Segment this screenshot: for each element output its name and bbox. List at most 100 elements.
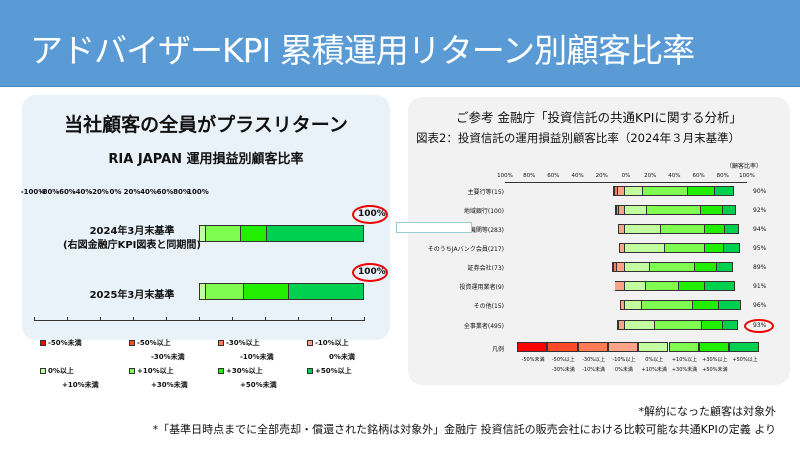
legend-text: +50%以上 [315,367,352,375]
legend-item: -50%未満 [517,355,549,365]
legend-swatch [129,340,135,346]
legend-item: +10%以上 +30%未満 [669,355,701,375]
legend-item: +30%以上 +50%未満 [699,355,731,375]
axis-tick [364,317,365,321]
x-tick-label: 40% [140,188,157,196]
legend-text: -50%未満 [48,339,82,347]
bar-segment-7 [716,262,733,272]
legend-text: -10%未満 [240,353,274,361]
legend-swatch [668,342,699,352]
category-label: 主要行等(15) [467,189,504,196]
legend-item: +50%以上 [307,364,352,378]
bar-segment-6 [692,300,720,310]
legend-item: -10%以上 0%未満 [608,355,640,375]
x-tick-label: 100% [497,173,513,179]
bar-segment-4 [199,225,207,242]
legend-text: +50%以上 [732,357,758,363]
bar-segment-3 [618,320,625,330]
legend-text: -50%以上 [551,357,575,363]
axis-tick [199,317,200,321]
x-axis-line [505,182,747,183]
positive-share-2025: 100% [358,267,386,277]
bar-segment-3 [616,262,625,272]
legend-item: -30%以上 -10%未満 [218,336,274,364]
category-label: そのうちJAバンク会員(217) [427,246,504,253]
legend-text: -50%以上 [137,339,171,347]
x-tick-label: 0% [109,188,122,196]
axis-tick [34,317,35,321]
bar-segment-7 [719,300,742,310]
row-label-line: (右図金融庁KPI図表と同期間) [63,240,201,251]
x-tick-label: 40% [668,173,681,179]
x-tick-label: -20% [89,188,109,196]
bar-segment-4 [625,300,642,310]
x-tick-label: 20% [595,173,608,179]
bar-segment-4 [625,281,646,291]
legend-text: -10%以上 [315,339,349,347]
bar-segment-1 [615,205,618,215]
chart-title: RIA JAPAN 運用損益別顧客比率 [108,152,304,167]
positive-share: 90% [753,188,767,195]
legend-swatch [547,342,578,352]
legend-swatch [307,340,313,346]
legend-swatch [307,368,313,374]
bar-segment-5 [643,186,688,196]
bar-segment-7 [723,320,738,330]
legend-text: 0%未満 [329,353,355,361]
legend-text: -30%以上 [582,357,606,363]
axis-tick [133,317,134,321]
header-banner: アドバイザーKPI 累積運用リターン別顧客比率 [0,0,800,87]
highlight-circle [352,205,388,224]
bar-segment-6 [241,225,268,242]
bar-segment-5 [206,225,242,242]
bar-segment-4 [625,243,665,253]
legend-text: -50%未満 [521,357,545,363]
legend-swatch [729,342,760,352]
bar-segment-6 [687,186,715,196]
axis-tick [331,317,332,321]
bar-segment-2 [617,205,619,215]
legend-item: -10%以上 0%未満 [307,336,355,364]
footnote-2: *「基準日時点までに全部売却・償還された銘柄は対象外」金融庁 投資信託の販売会社… [152,423,776,436]
legend-text: -30%以上 [226,339,260,347]
bar-segment-6 [704,243,725,253]
x-tick-label: 80% [716,173,729,179]
x-tick-label: 80% [523,173,536,179]
bar-segment-6 [702,320,723,330]
row-label-line: 2024年3月末基準 [89,226,175,237]
legend-text: 0%以上 [645,357,664,363]
bar-segment-6 [695,262,717,272]
bar-segment-1 [614,186,616,196]
legend-text: +50%未満 [240,381,277,389]
x-tick-label: -60% [56,188,76,196]
positive-share: 89% [753,264,767,271]
legend-swatch [218,368,224,374]
fsa-panel: ご参考 金融庁「投資信託の共通KPIに関する分析」 図表2：投資信託の運用損益別… [396,97,790,385]
ja-label-box [396,222,472,233]
x-tick-label: 20% [123,188,141,196]
axis-tick [265,317,266,321]
bar-segment-3 [618,205,625,215]
bar-segment-3 [618,243,625,253]
unit-label: （顧客比率） [726,163,763,170]
bar-segment-2 [617,320,619,330]
x-tick-label: 60% [156,188,174,196]
legend-swatch [577,342,608,352]
legend-text: +30%以上 [226,367,263,375]
category-label: 全事業者(495) [463,323,504,330]
legend-text: +10%未満 [641,367,667,373]
bar-segment-7 [714,186,734,196]
bar-segment-4 [199,283,207,300]
ria-panel: 当社顧客の全員がプラスリターン RIA JAPAN 運用損益別顧客比率 -100… [20,95,390,389]
legend-swatch [129,368,135,374]
row-label-2024: 2024年3月末基準 (右図金融庁KPI図表と同期間) [42,225,222,253]
bar-segment-7 [267,225,364,242]
x-tick-label: -40% [72,188,93,196]
bar-segment-2 [614,262,617,272]
x-tick-label: -100% [20,188,46,196]
legend-swatch [517,342,548,352]
bar-segment-1 [617,320,619,330]
bar-segment-5 [661,224,705,234]
legend-text: 0%以上 [48,367,74,375]
bar-segment-4 [625,262,651,272]
